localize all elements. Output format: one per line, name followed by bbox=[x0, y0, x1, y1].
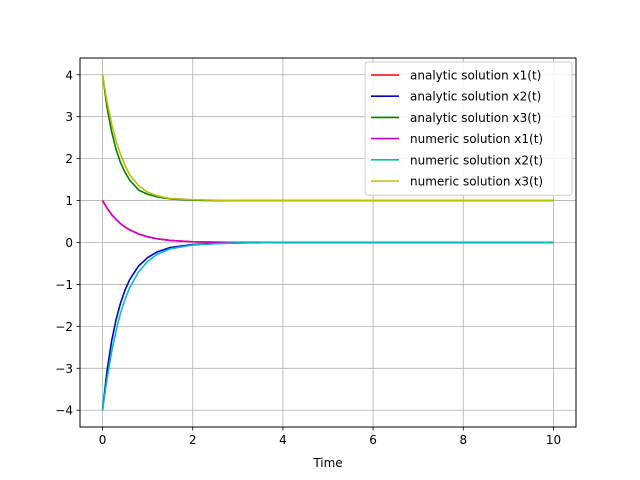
x-axis: 0 2 4 6 8 10 bbox=[99, 427, 561, 447]
legend-label: analytic solution x2(t) bbox=[410, 90, 541, 104]
series-line-6 bbox=[101, 74, 554, 202]
x-tick-label: 2 bbox=[189, 433, 197, 447]
legend-label: numeric solution x1(t) bbox=[410, 132, 543, 146]
x-tick-label: 0 bbox=[99, 433, 107, 447]
y-tick-label: 4 bbox=[65, 68, 73, 82]
y-tick-label: −4 bbox=[55, 404, 73, 418]
legend: analytic solution x1(t) analytic solution… bbox=[364, 61, 573, 196]
y-tick-label: 0 bbox=[65, 236, 73, 250]
x-tick-label: 8 bbox=[459, 433, 467, 447]
y-axis: 4 3 2 1 0 −1 −2 −3 −4 bbox=[55, 68, 80, 418]
plot-lines bbox=[101, 74, 554, 411]
legend-label: numeric solution x3(t) bbox=[410, 175, 543, 189]
legend-label: analytic solution x3(t) bbox=[410, 111, 541, 125]
legend-label: analytic solution x1(t) bbox=[410, 69, 541, 83]
legend-label: numeric solution x2(t) bbox=[410, 153, 543, 167]
y-tick-label: −1 bbox=[55, 278, 73, 292]
y-tick-label: −3 bbox=[55, 362, 73, 376]
y-tick-label: 1 bbox=[65, 194, 73, 208]
x-tick-label: 4 bbox=[279, 433, 287, 447]
x-tick-label: 6 bbox=[369, 433, 377, 447]
x-tick-label: 10 bbox=[546, 433, 561, 447]
series-line-5 bbox=[101, 241, 554, 411]
y-tick-label: 3 bbox=[65, 110, 73, 124]
y-tick-label: 2 bbox=[65, 152, 73, 166]
y-tick-label: −2 bbox=[55, 320, 73, 334]
legend-box bbox=[364, 61, 573, 196]
x-axis-label: Time bbox=[312, 456, 342, 470]
